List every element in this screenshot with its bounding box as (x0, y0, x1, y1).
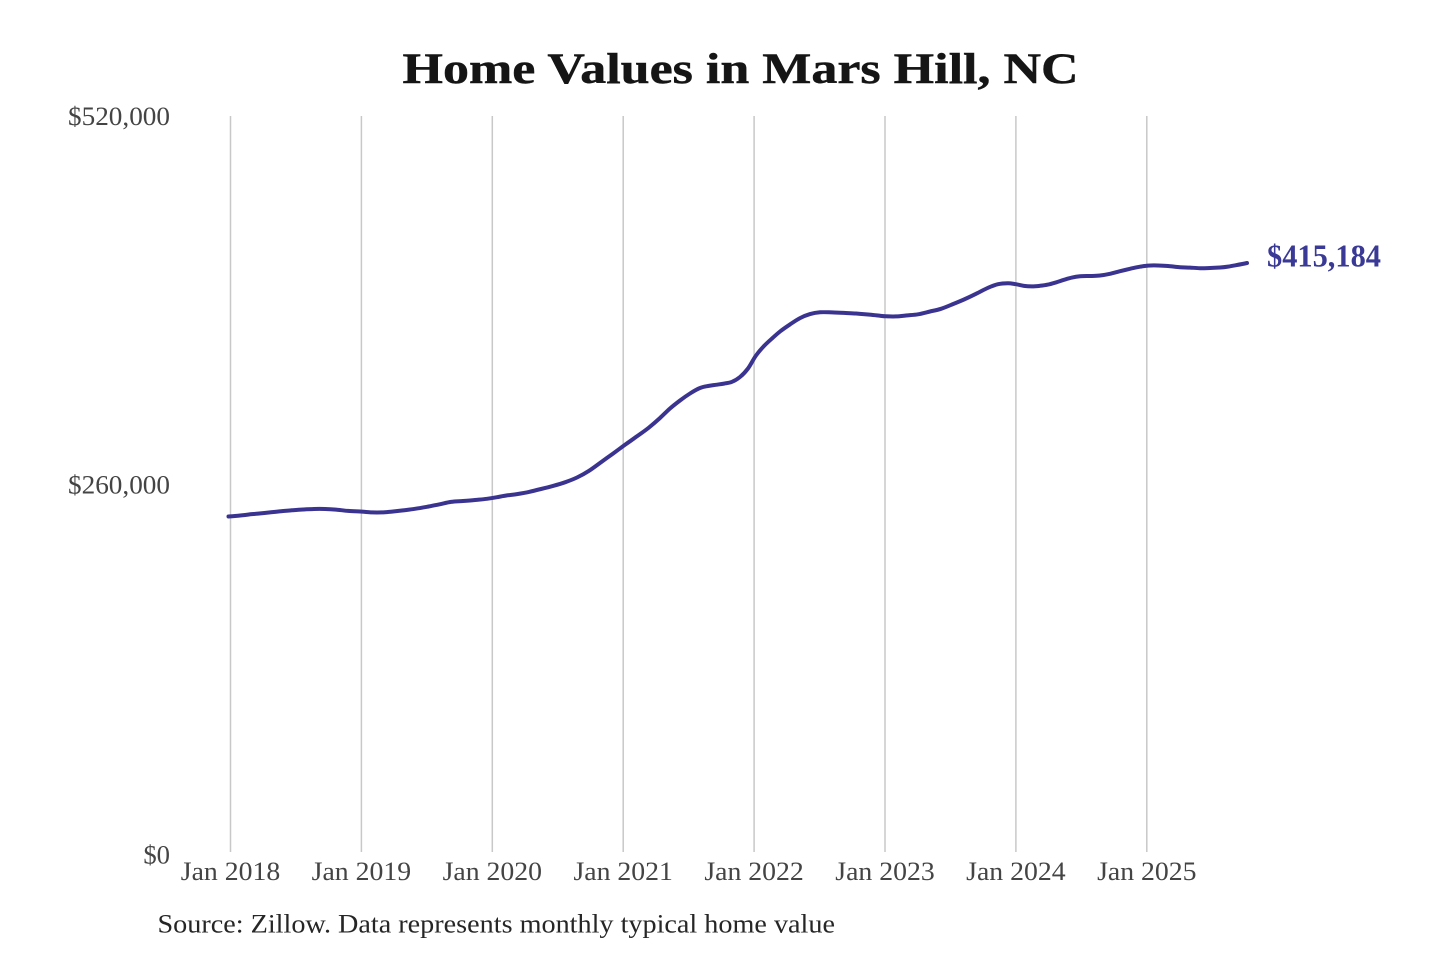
svg-text:Jan 2021: Jan 2021 (574, 856, 673, 886)
svg-text:$260,000: $260,000 (68, 470, 170, 500)
svg-text:Source: Zillow. Data represent: Source: Zillow. Data represents monthly … (158, 909, 836, 939)
svg-text:Jan 2025: Jan 2025 (1097, 856, 1196, 886)
svg-text:Jan 2018: Jan 2018 (181, 856, 280, 886)
svg-text:Jan 2022: Jan 2022 (704, 856, 803, 886)
svg-text:$0: $0 (143, 839, 170, 869)
svg-text:Jan 2024: Jan 2024 (966, 856, 1065, 886)
svg-text:Home Values in Mars Hill, NC: Home Values in Mars Hill, NC (403, 45, 1079, 93)
svg-text:Jan 2023: Jan 2023 (835, 856, 934, 886)
svg-text:Jan 2020: Jan 2020 (443, 856, 542, 886)
svg-text:Jan 2019: Jan 2019 (312, 856, 411, 886)
svg-text:$415,184: $415,184 (1267, 239, 1381, 274)
svg-text:$520,000: $520,000 (68, 101, 170, 131)
